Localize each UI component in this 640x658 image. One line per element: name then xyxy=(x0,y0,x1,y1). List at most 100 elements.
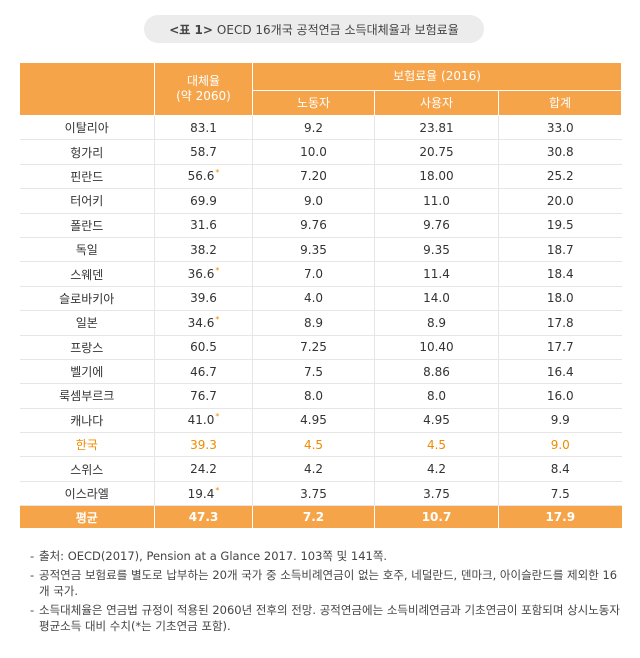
cell-employer-text: 18.00 xyxy=(419,169,454,184)
table-row: 룩셈부르크 76.7 8.0 8.0 16.0 xyxy=(19,383,622,409)
cell-total: 16.0 xyxy=(497,383,622,409)
table-row: 독일 38.2 9.35 9.35 18.7 xyxy=(19,237,622,263)
cell-employer: 20.75 xyxy=(374,139,499,165)
cell-worker-text: 7.25 xyxy=(300,340,327,355)
cell-worker-text: 10.0 xyxy=(300,145,327,160)
table-row: 프랑스 60.5 7.25 10.40 17.7 xyxy=(19,335,622,360)
cell-employer-text: 9.76 xyxy=(423,218,450,233)
cell-employer: 4.2 xyxy=(374,456,499,482)
cell-total: 30.8 xyxy=(497,139,622,165)
cell-employer: 11.4 xyxy=(374,261,499,287)
cell-employer: 4.5 xyxy=(374,432,499,458)
cell-country-text: 헝가리 xyxy=(70,145,104,160)
cell-total: 9.9 xyxy=(497,408,622,434)
cell-country-text: 이탈리아 xyxy=(64,121,109,136)
cell-total: 18.7 xyxy=(497,237,622,263)
cell-total-text: 16.0 xyxy=(546,388,574,403)
cell-employer: 9.76 xyxy=(374,213,499,238)
cell-worker: 7.20 xyxy=(252,164,375,190)
cell-employer-text: 11.0 xyxy=(423,193,450,208)
cell-worker: 4.5 xyxy=(252,432,375,458)
cell-total-text: 17.7 xyxy=(546,340,574,355)
cell-replacement-rate: 19.4* xyxy=(154,481,253,507)
cell-total: 33.0 xyxy=(497,115,622,141)
cell-replacement-rate: 36.6* xyxy=(154,261,253,287)
cell-replacement-rate: 39.6 xyxy=(154,286,253,312)
cell-worker-text: 4.0 xyxy=(303,291,324,306)
cell-total-text: 18.7 xyxy=(546,242,574,257)
basic-pension-star: * xyxy=(215,314,220,324)
cell-country-text: 룩셈부르크 xyxy=(59,389,115,404)
cell-replacement-rate-text: 60.5 xyxy=(190,340,217,355)
cell-worker-text: 9.2 xyxy=(303,120,324,135)
cell-country-text: 터어키 xyxy=(70,194,104,209)
pension-table: 대체율 (약 2060) 보험료율 (2016) 노동자 사용자 합계 이탈리아… xyxy=(19,62,623,529)
table-row: 슬로바키아 39.6 4.0 14.0 18.0 xyxy=(19,286,622,312)
cell-worker-text: 9.0 xyxy=(303,193,324,208)
cell-worker: 10.0 xyxy=(252,139,375,165)
cell-replacement-rate-text: 24.2 xyxy=(190,462,217,477)
header-worker: 노동자 xyxy=(252,90,375,116)
header-total: 합계 xyxy=(497,90,623,116)
cell-worker-text: 3.75 xyxy=(300,486,327,501)
cell-replacement-rate-text: 19.4 xyxy=(187,486,215,501)
cell-total-text: 7.5 xyxy=(550,486,570,501)
header-country xyxy=(19,62,155,116)
table-row: 터어키 69.9 9.0 11.0 20.0 xyxy=(19,188,622,214)
cell-country: 한국 xyxy=(19,432,155,458)
cell-employer: 4.95 xyxy=(374,408,499,434)
cell-replacement-rate: 58.7 xyxy=(154,139,253,165)
cell-employer-text: 20.75 xyxy=(419,145,454,160)
cell-employer: 14.0 xyxy=(374,286,499,312)
cell-worker: 3.75 xyxy=(252,481,375,507)
table-row: 헝가리 58.7 10.0 20.75 30.8 xyxy=(19,139,622,165)
cell-worker-text: 8.0 xyxy=(303,388,324,403)
cell-worker: 4.95 xyxy=(252,408,375,434)
table-row: 캐나다 41.0* 4.95 4.95 9.9 xyxy=(19,408,622,434)
cell-replacement-rate: 34.6* xyxy=(154,310,253,336)
basic-pension-star: * xyxy=(215,412,220,422)
table-row: 스웨덴 36.6* 7.0 11.4 18.4 xyxy=(19,261,622,287)
cell-employer: 11.0 xyxy=(374,188,499,214)
cell-worker-text: 9.76 xyxy=(300,218,327,233)
table-row: 한국 39.3 4.5 4.5 9.0 xyxy=(19,432,622,458)
header-replacement: 대체율 (약 2060) xyxy=(154,62,253,116)
average-label: 평균 xyxy=(19,505,155,529)
cell-replacement-rate-text: 69.9 xyxy=(190,193,217,208)
cell-country: 이스라엘 xyxy=(19,481,155,507)
header-replacement-label: 대체율 xyxy=(186,74,221,88)
cell-employer-text: 8.0 xyxy=(426,388,447,403)
note-source: 출처: OECD(2017), Pension at a Glance 2017… xyxy=(30,548,620,565)
cell-country: 스웨덴 xyxy=(19,261,155,287)
cell-country-text: 이스라엘 xyxy=(64,487,109,502)
cell-total-text: 9.9 xyxy=(550,413,570,428)
cell-worker: 9.2 xyxy=(252,115,375,141)
cell-country-text: 폴란드 xyxy=(70,218,104,233)
cell-country: 일본 xyxy=(19,310,155,336)
basic-pension-star: * xyxy=(215,266,220,276)
cell-employer-text: 3.75 xyxy=(423,486,450,501)
cell-total-text: 25.2 xyxy=(546,169,574,184)
cell-employer-text: 10.40 xyxy=(419,340,454,355)
cell-total: 8.4 xyxy=(497,456,622,482)
basic-pension-star: * xyxy=(215,168,220,178)
cell-country: 터어키 xyxy=(19,188,155,214)
cell-replacement-rate-text: 58.7 xyxy=(190,145,217,160)
cell-country-text: 독일 xyxy=(75,243,98,258)
cell-replacement-rate-text: 41.0 xyxy=(187,413,215,428)
cell-worker: 7.5 xyxy=(252,359,375,385)
cell-replacement-rate-text: 39.3 xyxy=(190,437,217,452)
cell-total: 25.2 xyxy=(497,164,622,190)
table-title-tag: <표 1> xyxy=(169,22,213,37)
cell-replacement-rate-text: 39.6 xyxy=(190,291,217,306)
header-replacement-sub: (약 2060) xyxy=(176,89,231,103)
cell-country-text: 벨기에 xyxy=(70,365,104,380)
header-contribution: 보험료율 (2016) xyxy=(251,62,623,91)
table-notes: 출처: OECD(2017), Pension at a Glance 2017… xyxy=(30,548,620,637)
cell-total: 17.8 xyxy=(497,310,622,336)
cell-total: 18.0 xyxy=(497,286,622,312)
cell-replacement-rate-text: 36.6 xyxy=(187,267,215,282)
cell-total-text: 16.4 xyxy=(546,364,574,379)
cell-worker: 4.2 xyxy=(252,456,375,482)
cell-employer: 18.00 xyxy=(374,164,499,190)
